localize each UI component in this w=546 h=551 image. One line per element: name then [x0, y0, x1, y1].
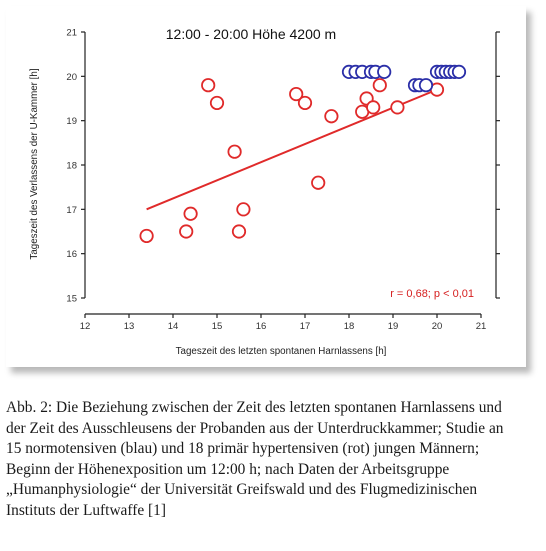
red-data-point	[201, 78, 216, 93]
x-tick-label: 12	[80, 321, 91, 332]
y-tick-label: 17	[66, 205, 77, 216]
red-data-point	[139, 228, 154, 244]
y-axis-title: Tageszeit des Verlassens der U-Kammer [h…	[29, 68, 40, 259]
y-tick-label: 20	[66, 72, 77, 83]
red-data-point	[183, 206, 198, 221]
red-data-point	[289, 86, 304, 102]
regression-line	[146, 88, 438, 211]
correlation-annotation: r = 0,68; p < 0,01	[390, 288, 474, 300]
blue-data-point	[451, 64, 467, 80]
red-data-point	[311, 175, 326, 190]
red-data-point	[236, 202, 251, 217]
x-tick-label: 20	[432, 321, 443, 332]
y-tick-label: 16	[66, 249, 77, 260]
chart-title: 12:00 - 20:00 Höhe 4200 m	[166, 26, 336, 42]
red-data-point	[366, 100, 381, 115]
x-tick-label: 13	[124, 321, 135, 332]
x-tick-label: 18	[344, 321, 355, 332]
x-tick-label: 17	[300, 321, 311, 332]
red-data-point	[179, 224, 194, 239]
red-data-point	[231, 224, 247, 239]
figure-panel: 12:00 - 20:00 Höhe 4200 m 15 16 17 18 19 20 21…	[6, 6, 526, 367]
blue-data-point	[418, 78, 434, 93]
figure-caption: Abb. 2: Die Beziehung zwischen der Zeit …	[6, 399, 504, 519]
red-data-point	[297, 95, 313, 111]
y-tick-label: 18	[66, 161, 77, 172]
x-axis-title: Tageszeit des letzten spontanen Harnlass…	[176, 346, 387, 357]
red-data-point	[209, 95, 225, 111]
y-tick-label: 19	[66, 116, 77, 127]
data-points	[139, 64, 467, 244]
x-tick-label: 15	[212, 321, 223, 332]
x-tick-label: 19	[388, 321, 399, 332]
y-tick-label: 21	[66, 28, 77, 39]
x-tick-label: 16	[256, 321, 267, 332]
red-data-point	[227, 144, 242, 159]
axes: 15 16 17 18 19 20 21 12 13 14 15 16 17 18 19 20 21	[66, 28, 500, 332]
red-data-point	[324, 109, 339, 124]
x-tick-label: 14	[168, 321, 179, 332]
scatter-chart: 12:00 - 20:00 Höhe 4200 m 15 16 17 18 19 20 21…	[29, 26, 500, 357]
red-data-point	[372, 78, 387, 93]
y-tick-label: 15	[66, 294, 77, 305]
red-data-point	[390, 100, 405, 115]
x-tick-label: 21	[476, 321, 487, 332]
regression-line-group	[146, 88, 438, 211]
blue-data-point	[377, 64, 392, 80]
